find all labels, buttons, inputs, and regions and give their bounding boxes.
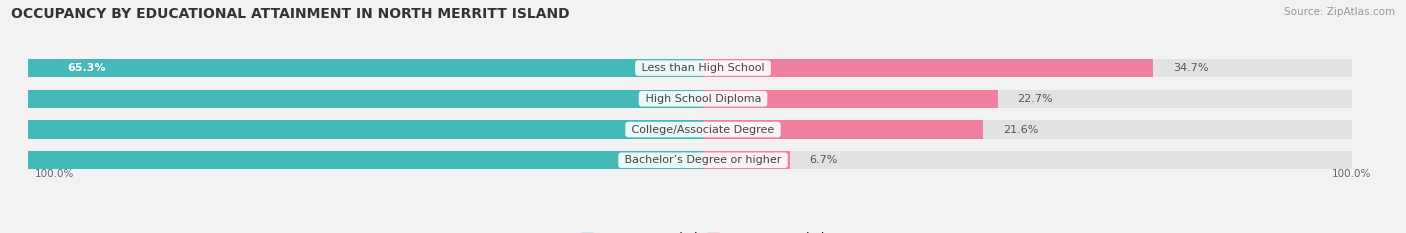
Text: 100.0%: 100.0% [1331,169,1371,179]
Bar [53,120,1353,139]
Bar [53,59,1353,77]
Bar [703,151,790,169]
Bar [0,59,703,77]
Text: Less than High School: Less than High School [638,63,768,73]
Legend: Owner-occupied, Renter-occupied: Owner-occupied, Renter-occupied [576,228,830,233]
Text: 65.3%: 65.3% [67,63,105,73]
Text: Source: ZipAtlas.com: Source: ZipAtlas.com [1284,7,1395,17]
Bar [703,59,1153,77]
Bar [53,151,1353,169]
Text: OCCUPANCY BY EDUCATIONAL ATTAINMENT IN NORTH MERRITT ISLAND: OCCUPANCY BY EDUCATIONAL ATTAINMENT IN N… [11,7,569,21]
Text: 21.6%: 21.6% [1002,124,1038,134]
Text: College/Associate Degree: College/Associate Degree [628,124,778,134]
Bar [0,120,703,139]
Bar [703,90,998,108]
Bar [53,90,1353,108]
Bar [0,90,703,108]
Bar [0,151,703,169]
Text: 6.7%: 6.7% [810,155,838,165]
Text: 100.0%: 100.0% [35,169,75,179]
Text: Bachelor’s Degree or higher: Bachelor’s Degree or higher [621,155,785,165]
Text: 34.7%: 34.7% [1173,63,1208,73]
Text: High School Diploma: High School Diploma [641,94,765,104]
Bar [703,120,983,139]
Text: 22.7%: 22.7% [1017,94,1053,104]
